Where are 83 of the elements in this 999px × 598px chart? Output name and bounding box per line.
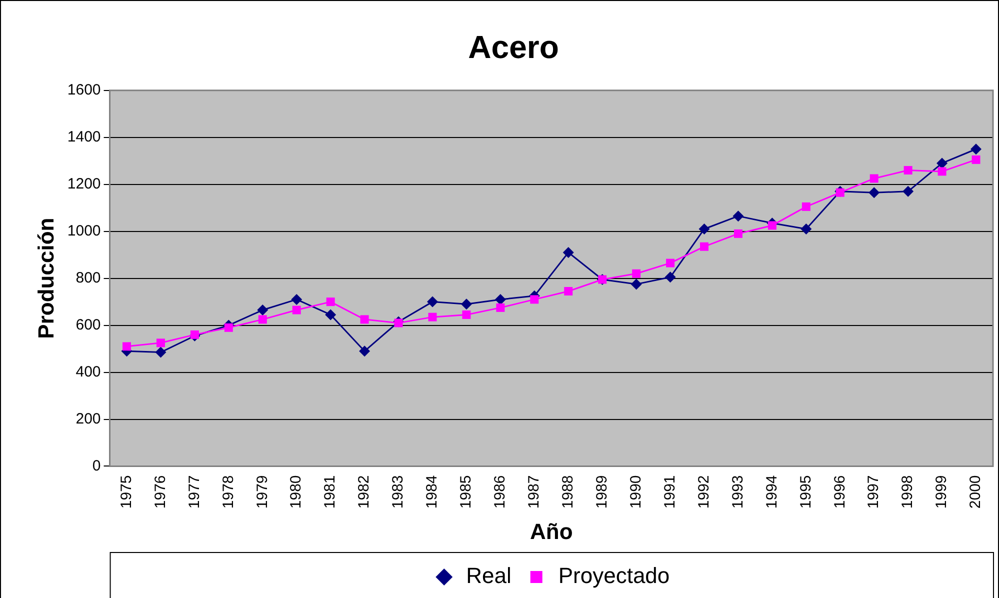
point [428, 312, 437, 322]
point [664, 272, 676, 283]
point [190, 330, 199, 339]
point [325, 309, 336, 320]
point [732, 210, 744, 222]
point [904, 166, 912, 175]
point [902, 186, 914, 197]
legend-label: Real [466, 563, 512, 588]
y-tick-label: 1200 [67, 176, 101, 192]
point [426, 296, 438, 308]
x-tick-label: 1997 [865, 475, 882, 509]
point [970, 144, 982, 155]
point [291, 294, 302, 305]
point [870, 174, 878, 183]
y-tick-label: 1600 [67, 82, 101, 99]
point [666, 258, 675, 268]
point [700, 242, 708, 251]
point [257, 304, 268, 316]
point [394, 318, 403, 328]
x-tick-label: 1999 [933, 475, 950, 509]
y-tick-label: 1400 [67, 128, 101, 146]
x-tick-label: 1993 [729, 475, 746, 509]
point [938, 167, 946, 176]
point [562, 246, 574, 258]
x-tick-label: 1990 [627, 475, 644, 509]
point [868, 187, 880, 198]
x-tick-label: 1986 [492, 475, 509, 509]
point [258, 315, 267, 324]
point [496, 303, 505, 312]
x-tick-label: 1994 [763, 475, 780, 509]
x-tick-label: 1976 [152, 475, 169, 509]
point [360, 315, 369, 324]
x-tick-label: 1978 [220, 475, 237, 509]
point [632, 269, 641, 278]
point [155, 346, 166, 358]
y-axis-title: Producción [33, 218, 58, 339]
x-tick-label: 1989 [593, 475, 610, 509]
x-tick-label: 1995 [797, 475, 814, 509]
x-tick-label: 1996 [831, 475, 848, 509]
x-tick-label: 1975 [118, 475, 135, 509]
point [734, 229, 742, 238]
point [530, 295, 539, 304]
x-tick-label: 1984 [424, 475, 441, 509]
y-tick-label: 800 [76, 269, 101, 286]
point [462, 310, 471, 319]
y-tick-label: 1000 [67, 222, 101, 240]
point [972, 155, 980, 164]
x-tick-label: 1982 [356, 475, 373, 509]
x-axis-title: Año [530, 518, 573, 544]
point [800, 223, 812, 234]
x-tick-label: 1981 [322, 475, 339, 509]
x-tick-label: 1985 [458, 475, 475, 509]
x-tick-label: 1988 [560, 475, 577, 509]
chart-title: Acero [468, 29, 559, 66]
point [836, 188, 844, 197]
x-tick-label: 2000 [967, 475, 984, 509]
point [326, 298, 335, 306]
y-tick-label: 600 [76, 316, 101, 334]
x-tick-label: 1977 [186, 475, 203, 509]
x-tick-label: 1987 [526, 475, 543, 509]
y-tick-label: 0 [92, 457, 101, 474]
x-tick-label: 1980 [288, 475, 305, 509]
point [224, 323, 233, 332]
x-tick-label: 1979 [254, 475, 271, 509]
point [768, 221, 776, 230]
point [630, 278, 642, 290]
point [936, 158, 948, 169]
x-tick-label: 1991 [661, 475, 678, 509]
legend-label: Proyectado [558, 563, 670, 588]
x-tick-label: 1998 [899, 475, 916, 509]
point [698, 223, 710, 234]
point [802, 202, 810, 211]
point [292, 306, 301, 314]
y-tick-label: 200 [76, 410, 101, 428]
point [460, 298, 472, 310]
x-tick-label: 1992 [695, 475, 712, 509]
point [494, 294, 506, 305]
point [359, 346, 370, 357]
point [122, 342, 131, 351]
y-tick-label: 400 [76, 363, 101, 380]
point [156, 338, 165, 348]
point [564, 286, 573, 296]
x-tick-label: 1983 [390, 475, 407, 509]
